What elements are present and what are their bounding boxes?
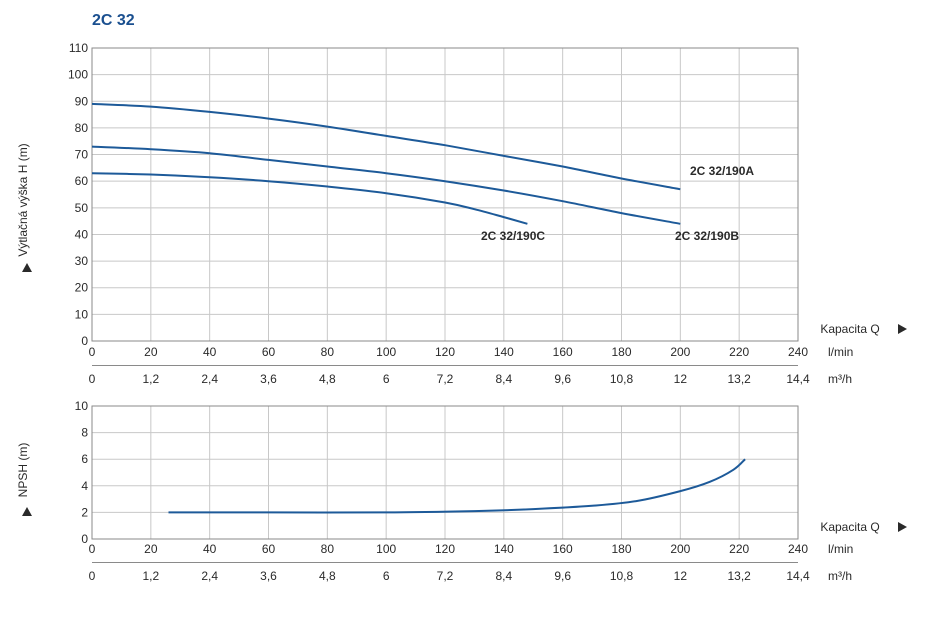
x-tick-label: 20: [144, 542, 158, 556]
y-tick-label: 2: [81, 505, 88, 519]
head-curve-series: [91, 145, 681, 225]
x-tick-label: 240: [788, 345, 808, 359]
x-unit-primary: l/min: [828, 542, 853, 556]
x-axis-label: Kapacita Q: [820, 520, 879, 534]
y-axis-label: Výtlačná výška H (m): [16, 143, 30, 256]
x-axis-arrow-icon: [898, 522, 907, 532]
series-label: 2C 32/190A: [690, 164, 754, 178]
x-tick-label-secondary: 13,2: [727, 569, 751, 583]
x-tick-label-secondary: 14,4: [786, 372, 810, 386]
head-curve-series: [91, 172, 528, 225]
x-axis-arrow-icon: [898, 324, 907, 334]
x-tick-label: 40: [203, 542, 217, 556]
x-tick-label: 60: [262, 345, 276, 359]
x-tick-label-secondary: 12: [674, 372, 688, 386]
x-tick-label: 60: [262, 542, 276, 556]
x-tick-label-secondary: 6: [383, 372, 390, 386]
y-tick-label: 6: [81, 452, 88, 466]
x-tick-label-secondary: 3,6: [260, 372, 277, 386]
x-tick-label: 220: [729, 542, 749, 556]
series-label: 2C 32/190B: [675, 229, 739, 243]
x-tick-label-secondary: 4,8: [319, 372, 336, 386]
y-tick-label: 90: [75, 94, 89, 108]
x-tick-label: 0: [89, 542, 96, 556]
y-axis-arrow-icon: [22, 507, 32, 516]
x-tick-label: 200: [670, 542, 690, 556]
x-tick-label-secondary: 1,2: [142, 569, 159, 583]
y-tick-label: 20: [75, 281, 89, 295]
x-tick-label-secondary: 8,4: [495, 372, 512, 386]
x-tick-label: 120: [435, 345, 455, 359]
y-tick-label: 30: [75, 254, 89, 268]
y-tick-label: 70: [75, 148, 89, 162]
x-tick-label-secondary: 13,2: [727, 372, 751, 386]
y-tick-label: 50: [75, 201, 89, 215]
x-tick-label-secondary: 9,6: [554, 569, 571, 583]
x-tick-label-secondary: 0: [89, 372, 96, 386]
plot-frame: [91, 405, 799, 540]
x-tick-label: 100: [376, 345, 396, 359]
y-axis-label: NPSH (m): [16, 443, 30, 498]
x-tick-label-secondary: 2,4: [201, 569, 218, 583]
y-tick-label: 10: [75, 399, 89, 413]
y-tick-label: 8: [81, 426, 88, 440]
y-tick-label: 80: [75, 121, 89, 135]
x-tick-label-secondary: 8,4: [495, 569, 512, 583]
plot-frame: [91, 47, 799, 342]
y-tick-label: 110: [69, 41, 88, 55]
x-tick-label-secondary: 9,6: [554, 372, 571, 386]
x-tick-label: 220: [729, 345, 749, 359]
x-tick-label: 0: [89, 345, 96, 359]
x-tick-label: 100: [376, 542, 396, 556]
y-tick-label: 0: [81, 334, 88, 348]
x-tick-label: 120: [435, 542, 455, 556]
x-tick-label-secondary: 14,4: [786, 569, 810, 583]
x-tick-label: 160: [553, 345, 573, 359]
npsh-curve: [168, 458, 746, 514]
x-tick-label: 180: [611, 345, 631, 359]
x-tick-label: 80: [321, 542, 335, 556]
x-tick-label: 180: [611, 542, 631, 556]
x-tick-label: 40: [203, 345, 217, 359]
head-curve-series: [91, 102, 681, 191]
y-tick-label: 0: [81, 532, 88, 546]
x-tick-label-secondary: 1,2: [142, 372, 159, 386]
x-tick-label-secondary: 10,8: [610, 569, 634, 583]
x-tick-label-secondary: 3,6: [260, 569, 277, 583]
x-tick-label-secondary: 2,4: [201, 372, 218, 386]
x-axis-label: Kapacita Q: [820, 322, 879, 336]
x-tick-label-secondary: 12: [674, 569, 688, 583]
y-axis-arrow-icon: [22, 263, 32, 272]
x-tick-label-secondary: 4,8: [319, 569, 336, 583]
y-tick-label: 40: [75, 227, 89, 241]
x-tick-label: 140: [494, 542, 514, 556]
x-tick-label-secondary: 10,8: [610, 372, 634, 386]
x-tick-label: 80: [321, 345, 335, 359]
y-tick-label: 4: [81, 479, 88, 493]
x-tick-label: 20: [144, 345, 158, 359]
x-unit-secondary: m³/h: [828, 372, 852, 386]
y-tick-label: 60: [75, 174, 89, 188]
x-tick-label-secondary: 6: [383, 569, 390, 583]
x-tick-label: 240: [788, 542, 808, 556]
chart-title: 2C 32: [92, 12, 135, 29]
x-tick-label-secondary: 7,2: [437, 569, 454, 583]
series-label: 2C 32/190C: [481, 229, 545, 243]
x-tick-label-secondary: 0: [89, 569, 96, 583]
x-tick-label: 140: [494, 345, 514, 359]
x-tick-label: 200: [670, 345, 690, 359]
x-unit-primary: l/min: [828, 345, 853, 359]
x-unit-secondary: m³/h: [828, 569, 852, 583]
y-tick-label: 100: [68, 68, 88, 82]
x-tick-label-secondary: 7,2: [437, 372, 454, 386]
x-tick-label: 160: [553, 542, 573, 556]
y-tick-label: 10: [75, 307, 89, 321]
